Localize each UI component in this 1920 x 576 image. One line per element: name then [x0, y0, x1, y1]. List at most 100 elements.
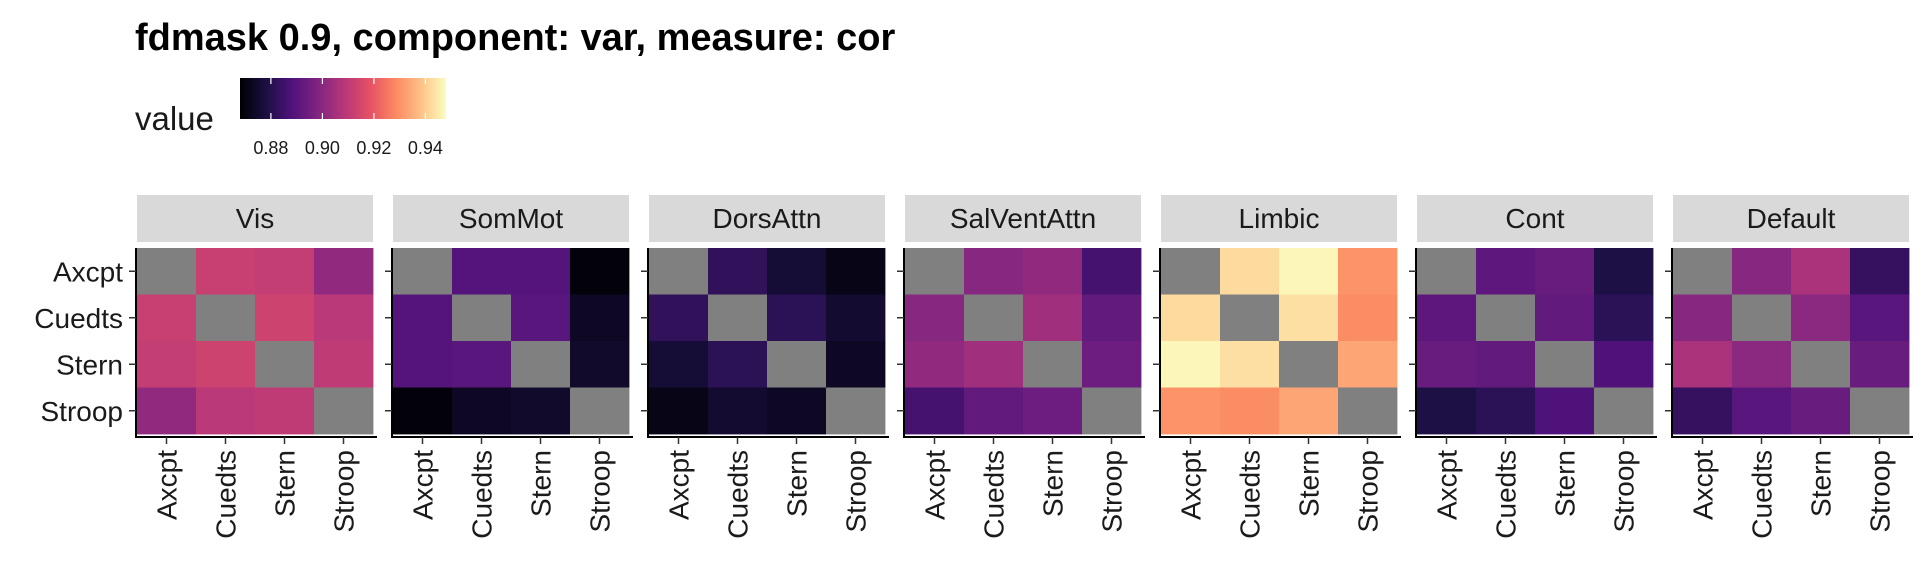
heatmap-cell	[1594, 248, 1654, 295]
heatmap-cell	[1220, 294, 1280, 342]
heatmap-cell	[649, 341, 709, 388]
heatmap-cell	[1161, 387, 1221, 435]
heatmap-cell	[196, 387, 256, 435]
heatmap-cell	[1338, 387, 1398, 435]
heatmap-cell	[1220, 248, 1280, 295]
x-tick-label: Stern	[782, 450, 813, 517]
heatmap-cell	[452, 248, 512, 295]
heatmap-cell	[905, 294, 965, 342]
x-tick-label: Stern	[1294, 450, 1325, 517]
heatmap-cell	[1417, 294, 1477, 342]
heatmap-cell	[649, 248, 709, 295]
heatmap-cell	[570, 387, 630, 435]
facet-strip	[905, 195, 1141, 242]
heatmap-cell	[649, 294, 709, 342]
x-tick-label: Axcpt	[664, 450, 695, 520]
heatmap-cell	[649, 387, 709, 435]
x-tick-label: Stroop	[1353, 450, 1384, 533]
heatmap-cell	[1594, 341, 1654, 388]
heatmap-cell	[708, 248, 768, 295]
facet-panel-default: Default Axcpt Cuedts Stern Stroop	[1665, 195, 1913, 539]
facet-strip-label: SomMot	[459, 203, 563, 234]
legend-tick-label: 0.88	[253, 138, 288, 158]
heatmap-cell	[1023, 294, 1083, 342]
heatmap-cell	[1417, 341, 1477, 388]
heatmap-cell	[511, 248, 571, 295]
x-tick-label: Axcpt	[408, 450, 439, 520]
x-tick-label: Cuedts	[1747, 450, 1778, 539]
heatmap-cell	[1594, 387, 1654, 435]
heatmap-cell	[393, 294, 453, 342]
heatmap-cell	[511, 294, 571, 342]
heatmap-cell	[1279, 387, 1339, 435]
heatmap-cell	[1791, 341, 1851, 388]
facet-strip	[137, 195, 373, 242]
heatmap-cell	[964, 294, 1024, 342]
x-tick-label: Axcpt	[152, 450, 183, 520]
heatmap-cell	[137, 294, 197, 342]
heatmap-cell	[964, 248, 1024, 295]
heatmap-cell	[314, 248, 374, 295]
heatmap-cell	[511, 387, 571, 435]
facet-strip-label: Vis	[236, 203, 274, 234]
heatmap-cell	[570, 248, 630, 295]
heatmap-cell	[1417, 248, 1477, 295]
heatmap-cell	[1338, 248, 1398, 295]
heatmap-cell	[137, 248, 197, 295]
heatmap-cell	[1161, 294, 1221, 342]
heatmap-cell	[1535, 341, 1595, 388]
x-tick-label: Stroop	[1865, 450, 1896, 533]
heatmap-cell	[570, 294, 630, 342]
facet-strip-label: Cont	[1505, 203, 1564, 234]
x-tick-label: Axcpt	[1432, 450, 1463, 520]
heatmap-cell	[1732, 387, 1792, 435]
heatmap-cell	[1023, 341, 1083, 388]
facet-panel-dorsattn: DorsAttn Axcpt Cuedts Stern Stroop	[641, 195, 889, 539]
heatmap-cell	[1594, 294, 1654, 342]
heatmap-cell	[314, 341, 374, 388]
x-tick-label: Stern	[1550, 450, 1581, 517]
x-tick-label: Cuedts	[723, 450, 754, 539]
x-tick-label: Stern	[526, 450, 557, 517]
heatmap-cell	[905, 387, 965, 435]
legend-tick-label: 0.92	[356, 138, 391, 158]
heatmap-cell	[1476, 341, 1536, 388]
heatmap-cell	[1220, 387, 1280, 435]
heatmap-cell	[1732, 341, 1792, 388]
x-tick-label: Stroop	[1609, 450, 1640, 533]
heatmap-cell	[1850, 341, 1910, 388]
heatmap-cell	[1476, 248, 1536, 295]
heatmap-cell	[1023, 248, 1083, 295]
heatmap-cell	[1791, 387, 1851, 435]
facet-panel-vis: Vis Axcpt Cuedts Stern Stroop Axcpt Cuedts Ster…	[34, 195, 377, 539]
heatmap-cell	[708, 387, 768, 435]
heatmap-cell	[1023, 387, 1083, 435]
x-tick-label: Axcpt	[1688, 450, 1719, 520]
x-tick-label: Cuedts	[467, 450, 498, 539]
heatmap-cell	[1220, 341, 1280, 388]
heatmap-cell	[314, 294, 374, 342]
heatmap-cell	[196, 341, 256, 388]
heatmap-cell	[452, 341, 512, 388]
x-tick-label: Stroop	[329, 450, 360, 533]
heatmap-cell	[1732, 294, 1792, 342]
facet-strip-label: Limbic	[1239, 203, 1320, 234]
heatmap-cell	[570, 341, 630, 388]
heatmap-cell	[1673, 341, 1733, 388]
heatmap-cell	[767, 341, 827, 388]
heatmap-cell	[1791, 248, 1851, 295]
heatmap-cell	[1476, 387, 1536, 435]
heatmap-cell	[708, 341, 768, 388]
legend-ticks: 0.88 0.90 0.92 0.94	[253, 78, 443, 158]
heatmap-cell	[1535, 387, 1595, 435]
legend-title: value	[135, 100, 214, 137]
facet-panels: Vis Axcpt Cuedts Stern Stroop Axcpt Cuedts Ster…	[34, 195, 1913, 539]
heatmap-cell	[826, 294, 886, 342]
facet-panel-sommot: SomMot Axcpt Cuedts Stern Stroop	[385, 195, 633, 539]
facet-strip-label: DorsAttn	[713, 203, 822, 234]
heatmap-cell	[1417, 387, 1477, 435]
heatmap-cell	[1850, 248, 1910, 295]
heatmap-cell	[767, 248, 827, 295]
heatmap-cell	[393, 341, 453, 388]
